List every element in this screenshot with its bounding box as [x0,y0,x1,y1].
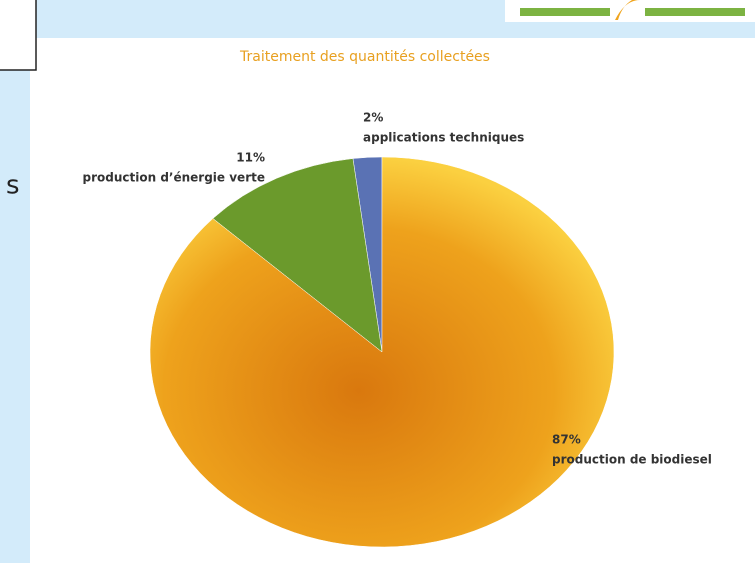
value-label: 87% [552,433,581,447]
slice-label: production d’énergie verte [83,171,265,185]
logo [505,0,755,22]
chart: s Traitement des quantités collectées 2%… [0,0,755,563]
value-label: 11% [236,151,265,165]
side-text: s [6,171,20,201]
side-box [0,0,36,70]
slice-label: production de biodiesel [552,453,712,467]
chart-title: Traitement des quantités collectées [239,49,490,65]
value-label: 2% [363,111,383,125]
slice-label: applications techniques [363,131,524,145]
page: s Traitement des quantités collectées 2%… [0,0,755,563]
